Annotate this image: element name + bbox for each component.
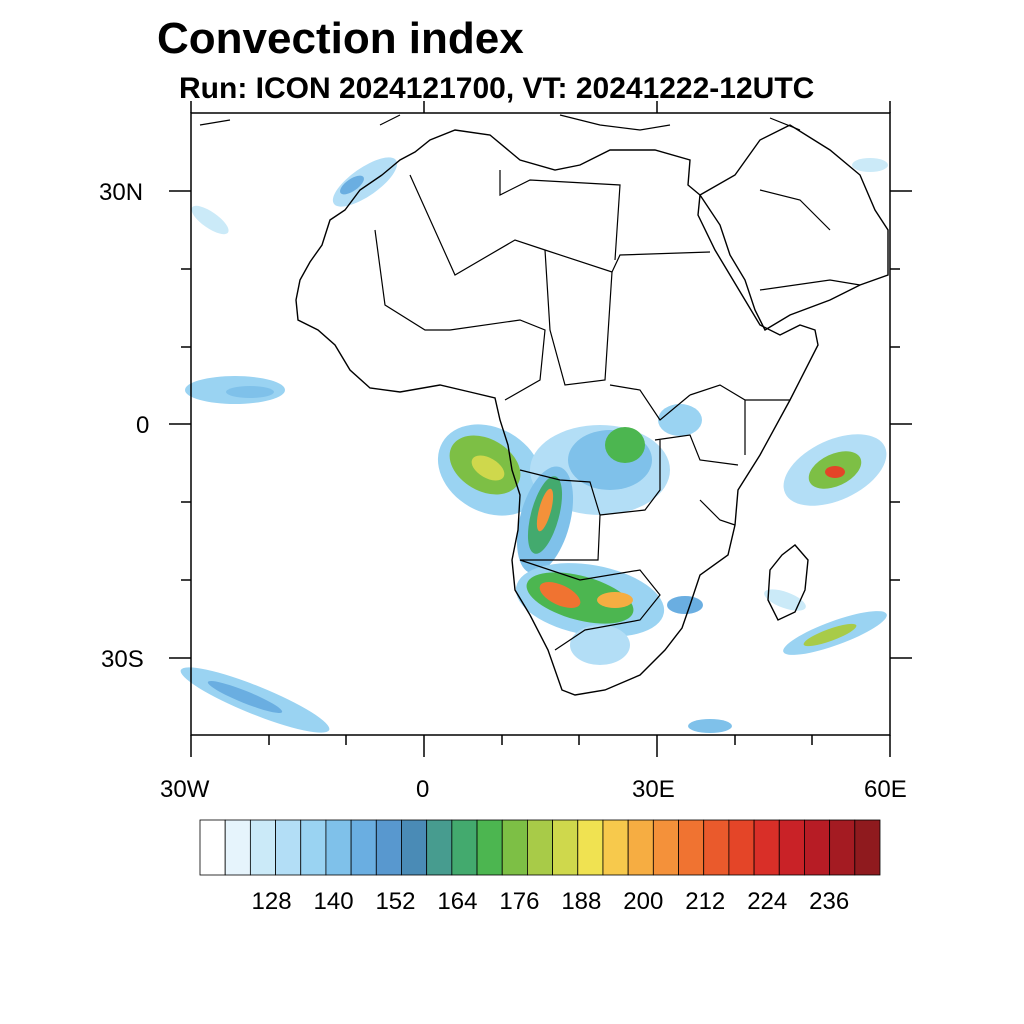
- colorbar-tick-label: 152: [375, 888, 416, 915]
- mediterranean-coast: [199, 114, 801, 131]
- colorbar-box: [678, 819, 705, 876]
- lat-label-30s: 30S: [101, 646, 144, 673]
- convection-field: [180, 157, 888, 733]
- colorbar-box: [577, 819, 604, 876]
- lon-label-30w: 30W: [160, 776, 210, 803]
- colorbar-tick-label: 128: [251, 888, 292, 915]
- colorbar-tick-label: 176: [499, 888, 540, 915]
- axis-ticks: [169, 101, 912, 757]
- lon-label-60e: 60E: [864, 776, 907, 803]
- colorbar-box: [375, 819, 402, 876]
- colorbar-box: [451, 819, 478, 876]
- lat-label-0: 0: [136, 412, 150, 439]
- colorbar-box: [527, 819, 553, 876]
- colorbar-box: [602, 819, 629, 876]
- colorbar-box: [325, 819, 352, 876]
- africa-coastline: [295, 129, 819, 696]
- madagascar-coastline: [767, 544, 809, 621]
- colorbar-box: [829, 819, 856, 876]
- colorbar-box: [275, 819, 302, 876]
- colorbar-tick-label: 212: [685, 888, 726, 915]
- colorbar-tick-label: 236: [809, 888, 850, 915]
- colorbar-box: [501, 819, 528, 876]
- colorbar-box: [627, 819, 654, 876]
- chart-title: Convection index: [157, 14, 524, 63]
- chart-subtitle: Run: ICON 2024121700, VT: 20241222-12UTC: [179, 72, 815, 105]
- colorbar-box: [804, 819, 831, 876]
- country-borders: [374, 170, 861, 651]
- colorbar-tick-label: 224: [747, 888, 788, 915]
- colorbar-tick-label: 188: [561, 888, 602, 915]
- colorbar-box: [426, 819, 453, 876]
- lon-label-30e: 30E: [632, 776, 675, 803]
- lat-label-30n: 30N: [99, 179, 144, 206]
- colorbar-boxes: [199, 819, 881, 876]
- colorbar-box: [778, 819, 805, 876]
- colorbar-box: [552, 819, 579, 876]
- colorbar-box: [300, 819, 327, 876]
- arabia-coastline: [699, 124, 889, 331]
- colorbar-box: [703, 819, 730, 876]
- colorbar-box: [350, 819, 377, 876]
- colorbar-box: [224, 819, 251, 876]
- colorbar-tick-label: 140: [313, 888, 354, 915]
- colorbar-box: [199, 819, 226, 876]
- colorbar-box: [249, 819, 276, 876]
- colorbar-tick-label: 200: [623, 888, 664, 915]
- colorbar-box: [753, 819, 780, 876]
- colorbar-box: [728, 819, 755, 876]
- colorbar-tick-label: 164: [437, 888, 478, 915]
- colorbar-box: [476, 819, 503, 876]
- colorbar-box: [401, 819, 428, 876]
- colorbar-box: [652, 819, 679, 876]
- lon-label-0: 0: [416, 776, 430, 803]
- colorbar-box: [854, 819, 881, 876]
